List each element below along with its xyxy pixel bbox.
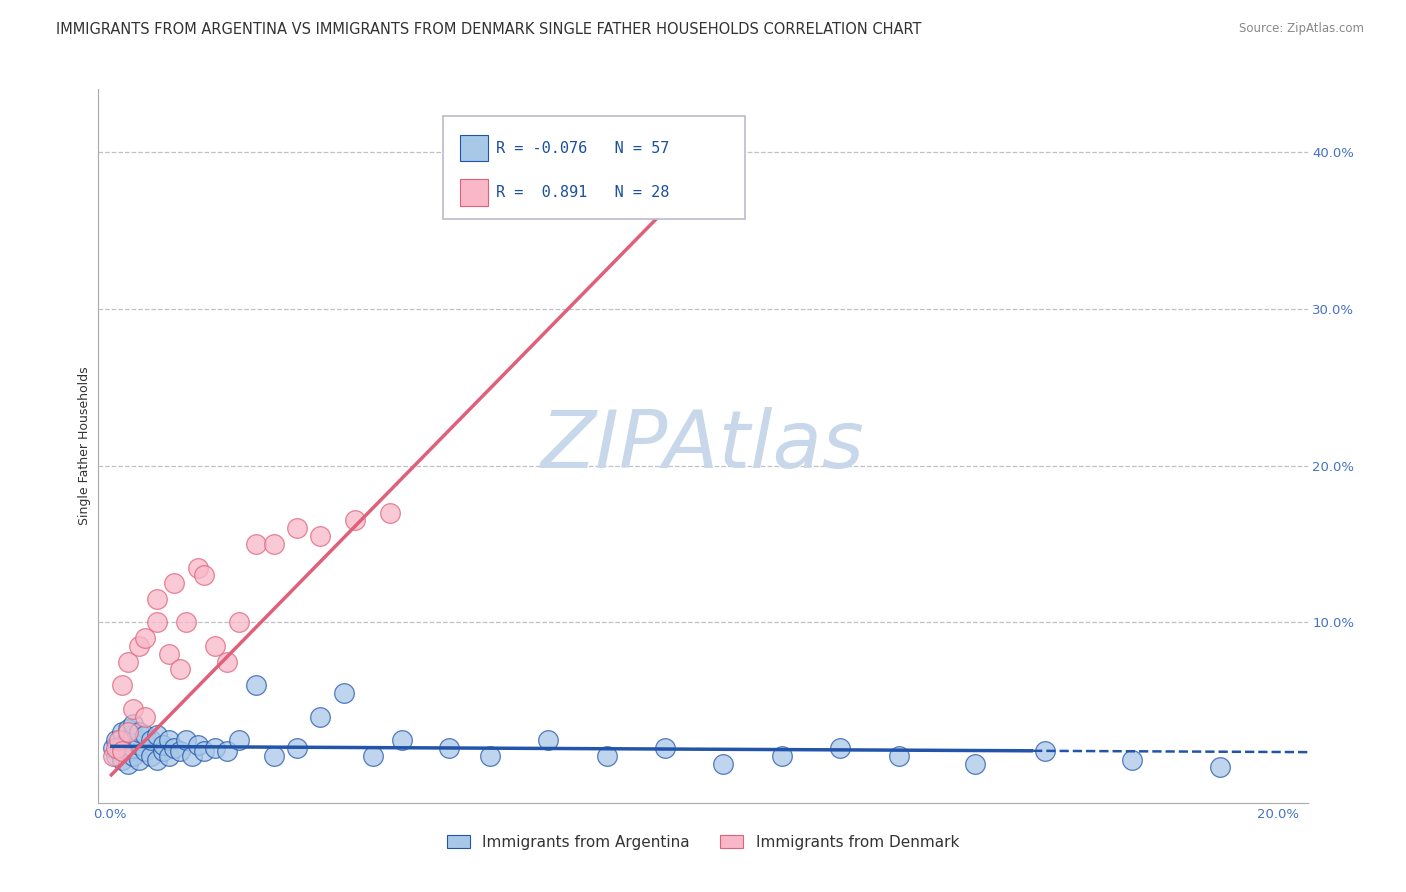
Point (309, 709, 332, 723)
Point (169, 663, 191, 677)
Point (163, 740, 186, 755)
Point (152, 744, 174, 758)
Text: ZIPAtlas: ZIPAtlas (541, 407, 865, 485)
Point (180, 748, 202, 763)
Point (111, 744, 134, 758)
Point (174, 733, 197, 747)
Point (1121, 754, 1143, 768)
Point (152, 738, 174, 752)
Point (187, 560, 209, 574)
Point (157, 647, 180, 661)
Point (245, 537, 267, 551)
Point (111, 725, 134, 739)
Point (309, 529, 332, 543)
Point (111, 738, 134, 752)
Point (139, 748, 162, 763)
Point (134, 744, 156, 758)
Y-axis label: Single Father Households: Single Father Households (79, 367, 91, 525)
Point (101, 748, 124, 763)
Point (163, 576, 186, 591)
Point (193, 568, 215, 582)
Point (263, 748, 285, 763)
Point (204, 740, 226, 755)
Point (128, 738, 150, 752)
Point (134, 709, 156, 723)
Point (104, 740, 127, 755)
Text: Source: ZipAtlas.com: Source: ZipAtlas.com (1239, 22, 1364, 36)
Point (263, 537, 285, 551)
Point (117, 722, 139, 736)
Point (380, 506, 402, 520)
Point (1209, 760, 1232, 774)
Point (245, 678, 267, 692)
Point (332, 686, 354, 700)
Point (122, 728, 145, 742)
Text: R = -0.076   N = 57: R = -0.076 N = 57 (496, 141, 669, 155)
Point (228, 615, 250, 630)
Point (146, 754, 169, 768)
Point (146, 591, 169, 606)
Point (117, 744, 139, 758)
Legend: Immigrants from Argentina, Immigrants from Denmark: Immigrants from Argentina, Immigrants fr… (441, 829, 965, 855)
Point (128, 725, 150, 739)
Point (101, 740, 124, 755)
Point (128, 754, 150, 768)
Point (134, 631, 156, 645)
Point (215, 744, 238, 758)
Point (437, 740, 460, 755)
Text: IMMIGRANTS FROM ARGENTINA VS IMMIGRANTS FROM DENMARK SINGLE FATHER HOUSEHOLDS CO: IMMIGRANTS FROM ARGENTINA VS IMMIGRANTS … (56, 22, 922, 37)
Point (713, 756, 735, 771)
Point (830, 740, 852, 755)
Point (1033, 744, 1056, 758)
Point (146, 728, 169, 742)
Point (193, 744, 215, 758)
Point (104, 733, 127, 747)
Point (122, 702, 145, 716)
Point (204, 639, 226, 653)
Point (108, 744, 131, 758)
Point (169, 744, 191, 758)
Point (111, 754, 134, 768)
Point (174, 615, 197, 630)
Point (187, 738, 209, 752)
Point (117, 655, 139, 669)
Point (111, 678, 134, 692)
Point (215, 655, 238, 669)
Text: R =  0.891   N = 28: R = 0.891 N = 28 (496, 186, 669, 200)
Point (361, 748, 384, 763)
Point (122, 717, 145, 731)
Point (134, 728, 156, 742)
Point (117, 733, 139, 747)
Point (117, 725, 139, 739)
Point (285, 740, 308, 755)
Point (963, 756, 986, 771)
Point (146, 615, 169, 630)
Point (228, 733, 250, 747)
Point (654, 740, 676, 755)
Point (887, 748, 910, 763)
Point (344, 514, 367, 528)
Point (139, 733, 162, 747)
Point (157, 748, 180, 763)
Point (122, 740, 145, 755)
Point (478, 748, 501, 763)
Point (595, 748, 617, 763)
Point (770, 748, 793, 763)
Point (117, 756, 139, 771)
Point (122, 748, 145, 763)
Point (391, 733, 413, 747)
Point (157, 733, 180, 747)
Point (537, 733, 560, 747)
Point (108, 733, 131, 747)
Point (285, 521, 308, 535)
Point (104, 748, 127, 763)
Point (128, 639, 150, 653)
